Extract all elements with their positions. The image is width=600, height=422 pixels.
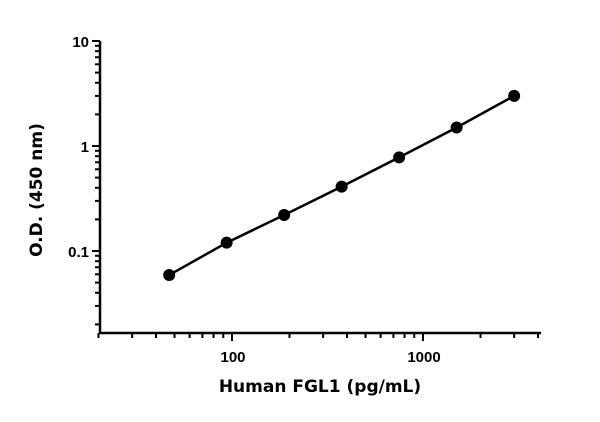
data-point xyxy=(163,269,176,282)
data-point xyxy=(450,121,463,134)
data-point xyxy=(508,89,521,102)
data-point xyxy=(335,180,348,193)
y-tick-label-10: 10 xyxy=(72,34,89,51)
x-tick-label-100: 100 xyxy=(220,349,245,366)
x-tick-label-1000: 1000 xyxy=(407,349,440,366)
data-point xyxy=(220,236,233,249)
data-series xyxy=(163,89,521,282)
y-tick-label-0.1: 0.1 xyxy=(68,244,89,261)
y-axis-title: O.D. (450 nm) xyxy=(27,123,47,257)
x-axis-title: Human FGL1 (pg/mL) xyxy=(219,377,421,397)
y-tick-label-1: 1 xyxy=(81,139,89,156)
data-point xyxy=(278,209,291,222)
data-point xyxy=(393,151,406,164)
